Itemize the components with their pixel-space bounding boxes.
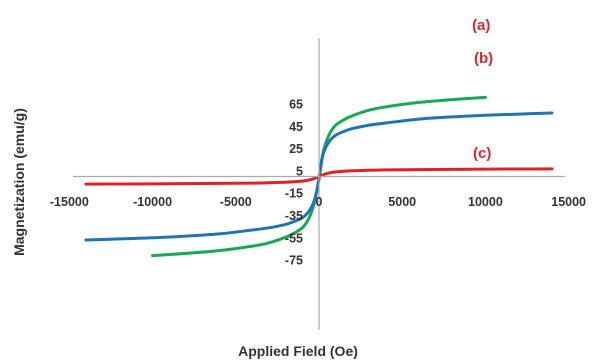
x-tick-label: 10000 [468,195,503,209]
x-tick-label: -5000 [220,195,252,209]
y-tick-label: -55 [285,231,303,245]
x-tick-label: 0 [316,195,323,209]
series-label-c: (c) [473,145,491,162]
y-tick-label: 45 [289,120,303,134]
series-labels: (a) (b) (c) [472,17,493,162]
series-label-b: (b) [474,50,493,67]
x-tick-label: 15000 [551,195,586,209]
y-tick-label: -15 [285,187,303,201]
y-tick-label: 65 [289,98,303,112]
y-tick-label: -75 [285,254,303,268]
y-tick-label: -35 [285,209,303,223]
x-tick-labels: -15000 -10000 -5000 0 5000 10000 15000 [50,195,586,209]
series-label-a: (a) [472,17,490,34]
y-tick-labels: 65 45 25 5 -15 -35 -55 -75 [285,98,303,268]
y-tick-label: 5 [296,164,303,178]
y-tick-label: 25 [289,142,303,156]
x-tick-label: -10000 [133,195,172,209]
x-axis-title: Applied Field (Oe) [238,343,358,359]
x-tick-label: -15000 [50,195,89,209]
x-tick-label: 5000 [388,195,416,209]
y-axis-title: Magnetization (emu/g) [11,108,27,256]
axes [73,38,565,330]
